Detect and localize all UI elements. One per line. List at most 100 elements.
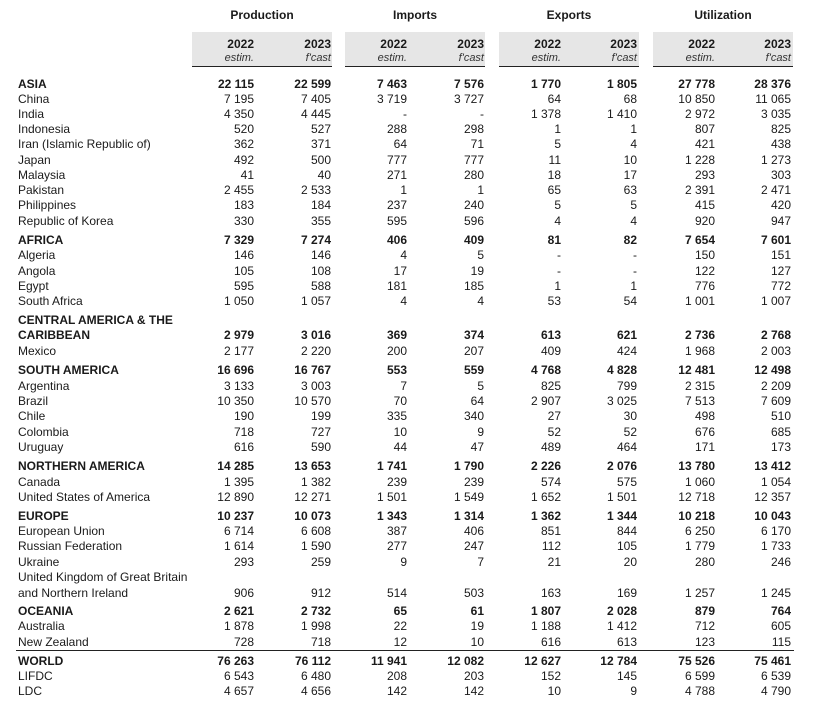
table-cell: 280	[463, 168, 484, 182]
table-cell: 776	[694, 279, 715, 293]
table-cell: 2 076	[606, 459, 637, 473]
table-cell: 514	[386, 586, 407, 600]
table-cell: 44	[393, 440, 407, 454]
table-cell: 288	[386, 122, 407, 136]
table-cell: 2 621	[223, 604, 254, 618]
row-label: Australia	[18, 619, 65, 633]
table-cell: 409	[540, 344, 561, 358]
table-cell: 7 601	[760, 233, 791, 247]
table-cell: 7 329	[223, 233, 254, 247]
table-cell: 1 257	[684, 586, 715, 600]
table-cell: 11 065	[755, 92, 791, 106]
table-cell: 1	[400, 183, 407, 197]
table-cell: 1 501	[376, 490, 407, 504]
table-cell: 438	[770, 137, 791, 151]
table-cell: 712	[694, 619, 715, 633]
table-cell: 65	[547, 183, 561, 197]
row-label: Iran (Islamic Republic of)	[18, 137, 151, 151]
table-cell: 146	[233, 248, 254, 262]
table-cell: 4 790	[760, 684, 791, 698]
table-cell: 6 599	[684, 669, 715, 683]
group-title-2: Exports	[546, 8, 592, 22]
table-cell: 145	[616, 669, 637, 683]
table-cell: 10	[623, 153, 637, 167]
year-qualifier: estim.	[377, 52, 407, 64]
row-label: Angola	[18, 264, 56, 278]
group-title-1: Imports	[392, 8, 437, 22]
table-cell: 2 455	[223, 183, 254, 197]
table-cell: 5	[554, 137, 561, 151]
table-cell: 105	[616, 539, 637, 553]
table-cell: 22	[393, 619, 407, 633]
table-cell: 369	[386, 328, 407, 342]
group-header-rule	[653, 66, 793, 67]
table-cell: 112	[541, 539, 561, 553]
table-cell: 2 907	[530, 394, 561, 408]
table-cell: 777	[463, 153, 484, 167]
row-label: Uruguay	[18, 440, 64, 454]
table-cell: 12 784	[600, 654, 637, 668]
table-cell: 7 195	[223, 92, 254, 106]
table-cell: 1 779	[684, 539, 715, 553]
table-cell: 906	[233, 586, 254, 600]
table-cell: 4	[630, 137, 637, 151]
row-label: Philippines	[18, 198, 77, 212]
row-label: AFRICA	[18, 233, 64, 247]
table-cell: 4 656	[300, 684, 331, 698]
table-cell: 340	[463, 409, 484, 423]
row-label: Algeria	[18, 248, 56, 262]
table-cell: 7 513	[684, 394, 715, 408]
table-cell: 21	[547, 555, 561, 569]
table-cell: 1 790	[453, 459, 484, 473]
table-cell: 727	[310, 425, 331, 439]
table-cell: 1 770	[530, 77, 561, 91]
world-separator-rule	[16, 650, 794, 651]
group-header-band	[345, 32, 485, 67]
table-cell: 498	[694, 409, 715, 423]
year-qualifier: estim.	[685, 52, 715, 64]
table-cell: 1 395	[223, 475, 254, 489]
table-cell: 2 768	[760, 328, 791, 342]
table-cell: 17	[623, 168, 637, 182]
row-label: India	[18, 107, 45, 121]
table-cell: 6 608	[300, 524, 331, 538]
table-cell: 728	[233, 635, 254, 649]
table-cell: 108	[310, 264, 331, 278]
table-cell: 4	[630, 214, 637, 228]
table-cell: 4 350	[223, 107, 254, 121]
table-cell: 1 007	[760, 294, 791, 308]
table-cell: 17	[393, 264, 407, 278]
table-cell: 2 972	[684, 107, 715, 121]
table-cell: 61	[470, 604, 484, 618]
table-cell: 613	[616, 635, 637, 649]
row-label: LIFDC	[18, 669, 53, 683]
year-qualifier: estim.	[224, 52, 254, 64]
year-header: 2022	[227, 37, 254, 51]
table-cell: 1 378	[530, 107, 561, 121]
table-cell: 605	[770, 619, 791, 633]
table-cell: 169	[616, 586, 637, 600]
table-cell: 879	[694, 604, 715, 618]
table-cell: 298	[463, 122, 484, 136]
table-cell: 4	[400, 294, 407, 308]
table-cell: 4	[554, 214, 561, 228]
table-cell: 16 767	[294, 363, 331, 377]
table-cell: 574	[540, 475, 561, 489]
row-label: Ukraine	[18, 555, 60, 569]
table-cell: 527	[310, 122, 331, 136]
table-cell: 12 718	[678, 490, 715, 504]
table-cell: 1 057	[300, 294, 331, 308]
table-cell: 10 218	[678, 509, 715, 523]
row-label: Japan	[18, 153, 51, 167]
table-cell: 12	[393, 635, 407, 649]
table-cell: 127	[770, 264, 791, 278]
table-cell: -	[557, 264, 561, 278]
table-cell: 52	[547, 425, 561, 439]
table-cell: 7 463	[376, 77, 407, 91]
table-cell: 1	[554, 279, 561, 293]
table-cell: 1 590	[300, 539, 331, 553]
table-cell: 30	[623, 409, 637, 423]
table-cell: 3 133	[223, 379, 254, 393]
table-cell: 718	[233, 425, 254, 439]
